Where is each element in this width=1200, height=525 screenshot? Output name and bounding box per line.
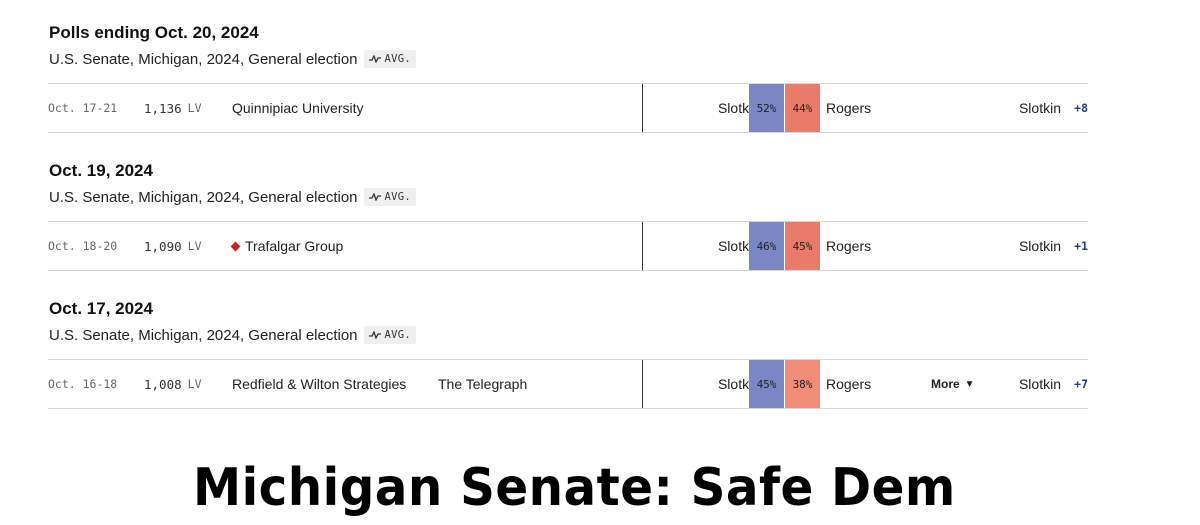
polling-average-link[interactable]: AVG.	[363, 50, 417, 68]
poll-row[interactable]: Oct. 18-20 1,090 LV Trafalgar Group Slotk…	[48, 221, 1088, 271]
polling-average-link[interactable]: AVG.	[363, 326, 417, 344]
race-subtitle-text: U.S. Senate, Michigan, 2024, General ele…	[49, 188, 358, 206]
group-date-heading: Polls ending Oct. 20, 2024	[49, 23, 259, 42]
race-subtitle: U.S. Senate, Michigan, 2024, General ele…	[49, 326, 417, 344]
sample-count: 1,090	[144, 238, 182, 254]
sample-count: 1,136	[144, 100, 182, 116]
race-subtitle: U.S. Senate, Michigan, 2024, General ele…	[49, 50, 417, 68]
leader-name: Slotkin	[1018, 100, 1061, 116]
poll-dates: Oct. 16-18	[48, 377, 118, 391]
polling-average-link[interactable]: AVG.	[363, 188, 417, 206]
more-dropdown-button[interactable]: More ▼	[931, 360, 975, 408]
triangle-down-icon: ▼	[964, 378, 975, 390]
race-subtitle-text: U.S. Senate, Michigan, 2024, General ele…	[49, 326, 358, 344]
trend-line-icon	[368, 193, 381, 201]
poll-sponsor[interactable]: The Telegraph	[438, 376, 528, 392]
more-label[interactable]: More	[931, 377, 960, 391]
headline-caption: Michigan Senate: Safe Dem	[193, 458, 956, 518]
rep-candidate-name: Rogers	[826, 376, 872, 392]
pollster-label[interactable]: Quinnipiac University	[232, 100, 364, 116]
dem-result-bar: 46%	[749, 222, 784, 270]
pollster-name[interactable]: Trafalgar Group	[230, 222, 344, 270]
poll-dates: Oct. 17-21	[48, 101, 118, 115]
poll-row[interactable]: Oct. 17-21 1,136 LV Quinnipiac University…	[48, 83, 1088, 133]
net-margin: +1	[1074, 239, 1088, 253]
poll-dates: Oct. 18-20	[48, 239, 118, 253]
rep-candidate-name: Rogers	[826, 100, 872, 116]
dem-result-bar: 52%	[749, 84, 784, 132]
sample-size: 1,136 LV	[144, 84, 202, 132]
population-type: LV	[187, 377, 202, 391]
leader-name: Slotkin	[1018, 376, 1061, 392]
net-margin: +8	[1074, 101, 1088, 115]
avg-label: AVG.	[384, 191, 412, 203]
pollster-label[interactable]: Trafalgar Group	[245, 238, 344, 254]
rep-candidate-name: Rogers	[826, 238, 872, 254]
sample-size: 1,008 LV	[144, 360, 202, 408]
column-divider	[642, 84, 643, 132]
sample-count: 1,008	[144, 376, 182, 392]
column-divider	[642, 222, 643, 270]
avg-label: AVG.	[384, 329, 412, 341]
column-divider	[642, 360, 643, 408]
dem-result-bar: 45%	[749, 360, 784, 408]
red-diamond-icon	[230, 241, 241, 251]
race-subtitle-text: U.S. Senate, Michigan, 2024, General ele…	[49, 50, 358, 68]
net-margin: +7	[1074, 377, 1088, 391]
rep-result-bar: 38%	[785, 360, 820, 408]
rep-result-bar: 45%	[785, 222, 820, 270]
race-subtitle: U.S. Senate, Michigan, 2024, General ele…	[49, 188, 417, 206]
trend-line-icon	[368, 55, 381, 63]
leader-name: Slotkin	[1018, 238, 1061, 254]
avg-label: AVG.	[384, 53, 412, 65]
trend-line-icon	[368, 331, 381, 339]
pollster-name[interactable]: Redfield & Wilton Strategies	[232, 360, 406, 408]
group-date-heading: Oct. 17, 2024	[49, 299, 153, 318]
poll-row[interactable]: Oct. 16-18 1,008 LV Redfield & Wilton Str…	[48, 359, 1088, 409]
sample-size: 1,090 LV	[144, 222, 202, 270]
pollster-name[interactable]: Quinnipiac University	[232, 84, 364, 132]
pollster-label[interactable]: Redfield & Wilton Strategies	[232, 376, 407, 392]
group-date-heading: Oct. 19, 2024	[49, 161, 153, 180]
population-type: LV	[187, 239, 202, 253]
population-type: LV	[187, 101, 202, 115]
rep-result-bar: 44%	[785, 84, 820, 132]
